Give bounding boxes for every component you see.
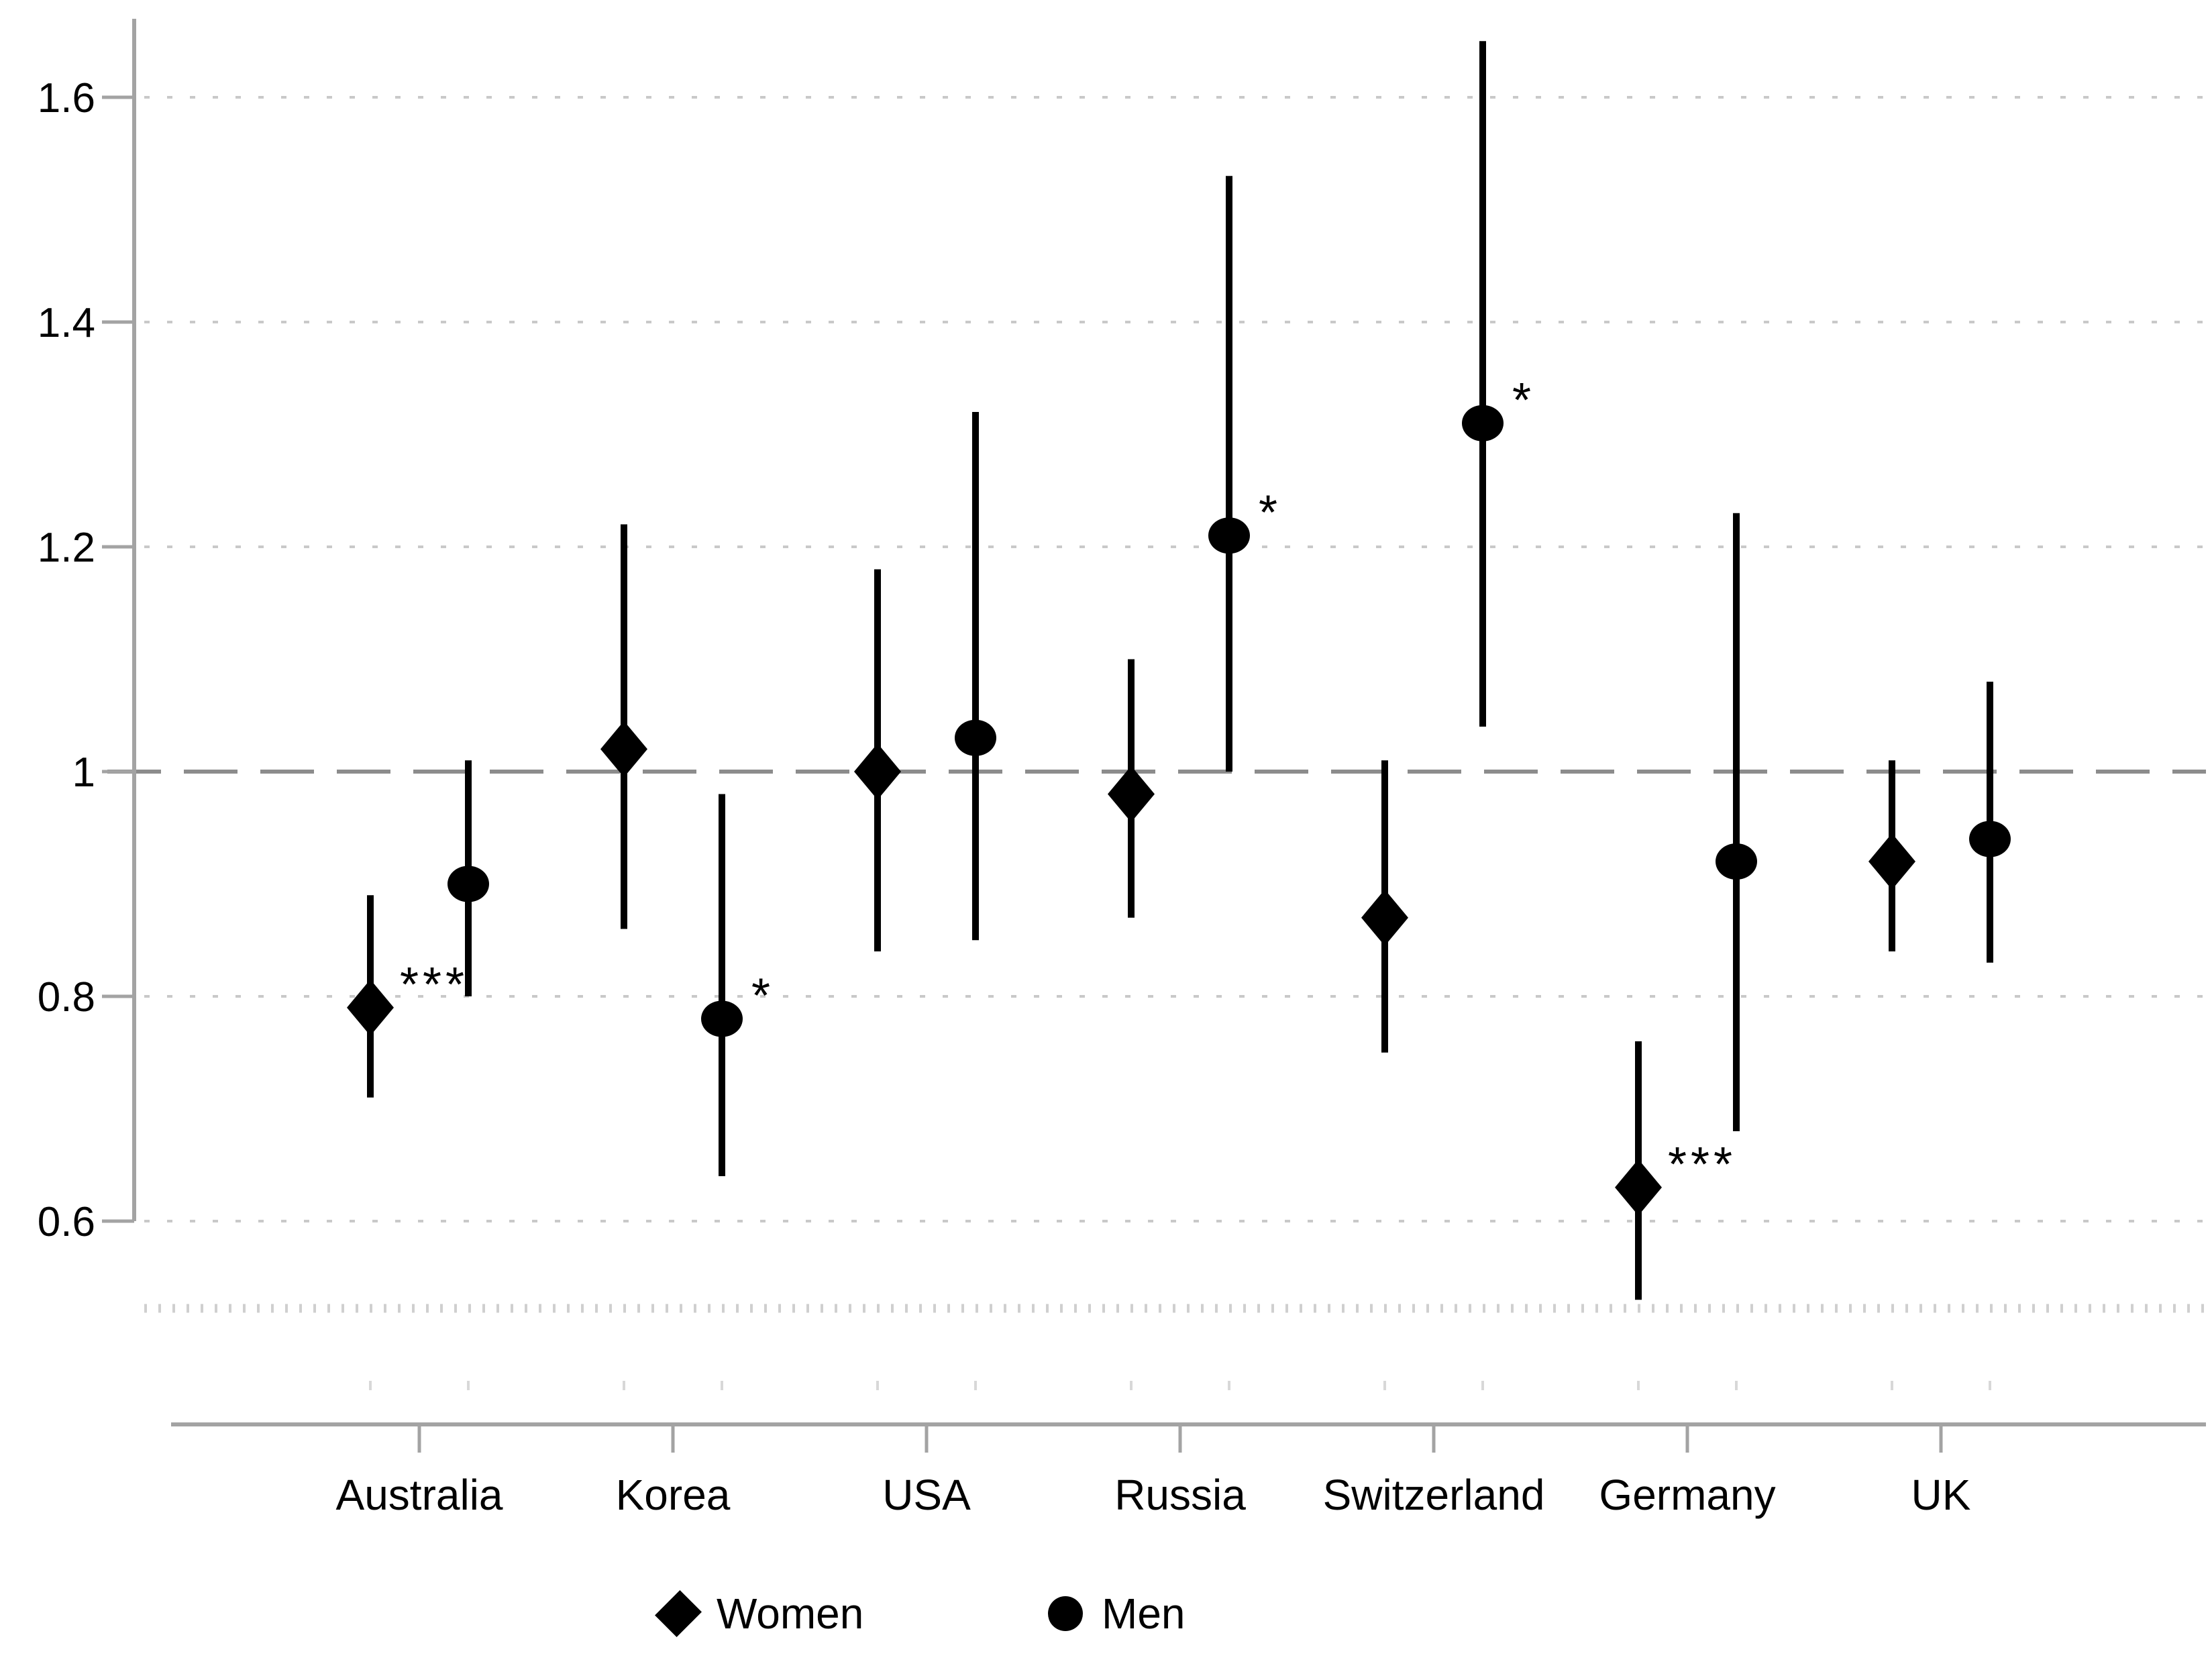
x-label-germany: Germany	[1599, 1471, 1775, 1519]
marker-diamond-women-switzerland	[1361, 889, 1408, 946]
y-tick-label-1.4: 1.4	[38, 300, 95, 346]
men-circle-icon	[1048, 1596, 1083, 1631]
marker-diamond-women-australia	[347, 979, 394, 1036]
marker-diamond-women-germany	[1615, 1159, 1662, 1216]
marker-circle-men-korea	[701, 1000, 743, 1037]
significance-stars-men-switzerland: *	[1512, 374, 1535, 427]
legend-item-men: Men	[1048, 1589, 1186, 1638]
x-label-uk: UK	[1911, 1471, 1971, 1519]
marker-diamond-women-korea	[600, 721, 647, 778]
x-label-australia: Australia	[336, 1471, 503, 1519]
marker-circle-men-uk	[1969, 821, 2011, 857]
marker-diamond-women-usa	[854, 743, 901, 800]
significance-stars-men-russia: *	[1259, 486, 1281, 539]
x-label-korea: Korea	[616, 1471, 731, 1519]
legend-item-women: Women	[655, 1589, 864, 1638]
y-tick-label-0.6: 0.6	[38, 1199, 95, 1245]
marker-circle-men-russia	[1208, 517, 1250, 554]
marker-circle-men-usa	[955, 719, 996, 756]
x-label-russia: Russia	[1114, 1471, 1246, 1519]
significance-stars-women-australia: ***	[400, 958, 468, 1012]
x-label-usa: USA	[882, 1471, 971, 1519]
legend-label-men: Men	[1102, 1589, 1186, 1638]
marker-circle-men-australia	[447, 866, 489, 902]
y-tick-label-0.8: 0.8	[38, 974, 95, 1021]
significance-stars-men-korea: *	[751, 970, 774, 1023]
marker-diamond-women-uk	[1868, 833, 1915, 890]
marker-circle-men-germany	[1716, 843, 1757, 880]
y-tick-label-1.2: 1.2	[38, 525, 95, 571]
significance-stars-women-germany: ***	[1668, 1138, 1736, 1192]
marker-circle-men-switzerland	[1462, 405, 1504, 441]
x-label-switzerland: Switzerland	[1323, 1471, 1545, 1519]
y-tick-label-1: 1	[72, 749, 95, 796]
y-tick-label-1.6: 1.6	[38, 75, 95, 121]
marker-diamond-women-russia	[1108, 766, 1155, 823]
legend-label-women: Women	[717, 1589, 864, 1638]
